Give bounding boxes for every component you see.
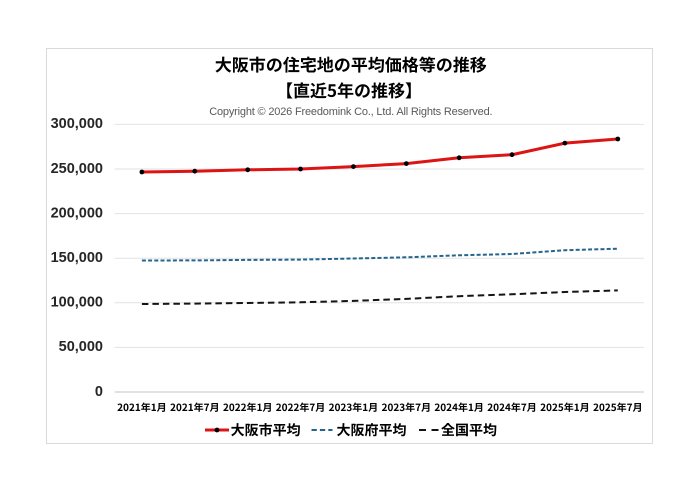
- svg-text:0: 0: [95, 384, 103, 400]
- svg-text:Copyright © 2026 Freedomink Co: Copyright © 2026 Freedomink Co., Ltd. Al…: [209, 106, 492, 118]
- svg-text:50,000: 50,000: [59, 339, 103, 355]
- svg-text:250,000: 250,000: [51, 161, 103, 177]
- svg-text:300,000: 300,000: [51, 116, 103, 132]
- svg-text:150,000: 150,000: [51, 250, 103, 266]
- svg-text:100,000: 100,000: [51, 295, 103, 311]
- svg-text:200,000: 200,000: [51, 205, 103, 221]
